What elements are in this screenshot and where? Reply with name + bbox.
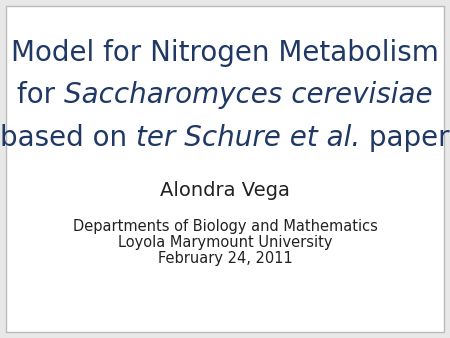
Text: February 24, 2011: February 24, 2011 — [158, 250, 292, 266]
Text: paper: paper — [360, 124, 450, 152]
Text: for: for — [17, 81, 64, 109]
Text: Saccharomyces cerevisiae: Saccharomyces cerevisiae — [64, 81, 433, 109]
Text: based on: based on — [0, 124, 136, 152]
Text: Loyola Marymount University: Loyola Marymount University — [118, 235, 332, 249]
Text: Departments of Biology and Mathematics: Departments of Biology and Mathematics — [72, 218, 378, 234]
Text: ter Schure et al.: ter Schure et al. — [136, 124, 360, 152]
Text: Model for Nitrogen Metabolism: Model for Nitrogen Metabolism — [11, 39, 439, 67]
Text: Alondra Vega: Alondra Vega — [160, 180, 290, 199]
FancyBboxPatch shape — [6, 6, 444, 332]
